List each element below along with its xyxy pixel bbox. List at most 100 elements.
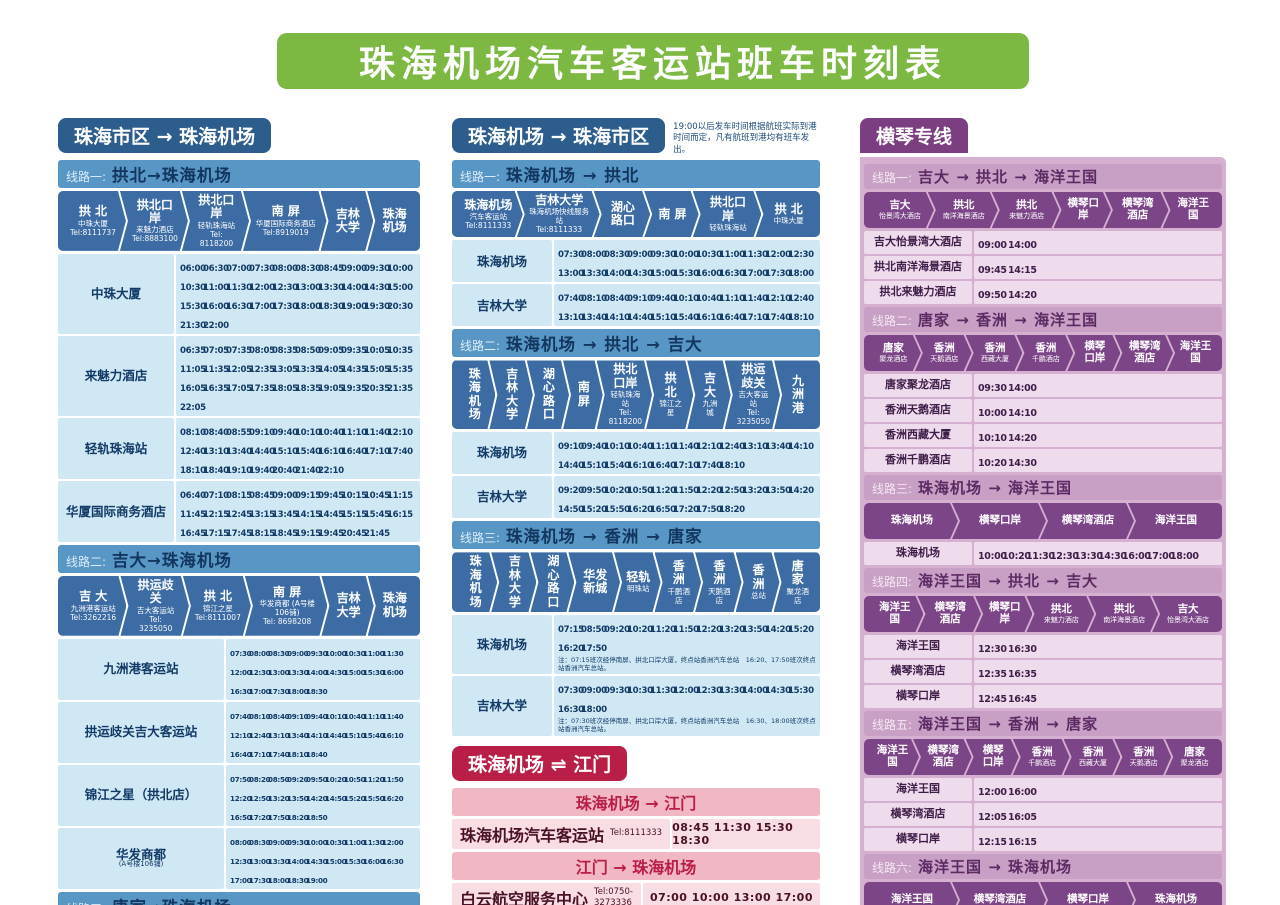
stop-chevron: 横琴口岸 [966,739,1019,775]
stop-sub: 南洋海景酒店 [942,211,985,220]
time-cell: 07:10 [203,490,229,501]
schedule-table: 中珠大厦 06:0006:3007:0007:3008:0008:3008:450… [58,253,420,542]
stop-name: 拱 北 [203,589,232,604]
time-cell: 16:35 [1008,669,1037,680]
route-line-bar: 线路一: 吉大 → 拱北 → 海洋王国 [864,164,1222,189]
time-cell: 15:20 [788,625,814,636]
time-cell: 10:00 [673,250,699,261]
time-cell: 09:45 [318,490,344,501]
time-cell: 16:10 [318,446,344,457]
time-cell: 16:45 [1008,694,1037,705]
stop-chevron: 香洲 天鹅酒店 [915,335,972,371]
stop-name: 拱北口岸 [710,195,747,223]
time-cell: 18:20 [719,505,745,516]
stop-name: 唐家 [882,341,904,354]
stop-chevron: 吉林大学 [321,191,374,251]
stop-name: 横琴口岸 [1067,197,1099,221]
time-cell: 17:30 [272,301,298,312]
time-cell: 17:30 [765,269,791,280]
row-label-text: 唐家聚龙酒店 [885,378,951,392]
schedule-row: 来魅力酒店 06:3507:0507:3508:0508:3508:5009:05… [58,335,420,416]
time-cell: 09:40 [581,442,607,453]
time-cell: 08:40 [203,427,229,438]
time-cell: 10:40 [318,427,344,438]
time-cell: 14:20 [765,625,791,636]
stop-chevron: 吉林大学 珠海机场快线服务站 Tel:8111333 [517,191,600,237]
time-cell: 14:00 [341,282,367,293]
stop-name: 横琴湾酒店 [1061,514,1115,527]
schedule-row: 唐家聚龙酒店 09:3014:00 [864,374,1222,397]
time-cell: 13:20 [742,486,768,497]
time-cell: 15:45 [364,509,390,520]
time-cell: 13:35 [295,364,321,375]
times: 12:1516:15 [974,828,1222,851]
stop-name: 香洲 [1082,745,1104,758]
time-cell: 08:30 [604,250,630,261]
time-cell: 17:20 [249,812,271,822]
time-cell: 09:30 [364,263,390,274]
time-cell: 10:20 [325,774,347,784]
time-cell: 17:10 [364,446,390,457]
time-cell: 15:20 [581,505,607,516]
stop-sub: 锦江之星 [202,603,233,613]
time-cell: 10:40 [344,711,366,721]
time-cell: 17:00 [249,301,275,312]
time-cell: 21:35 [387,383,413,394]
time-cell: 06:30 [203,263,229,274]
time-cell: 16:40 [230,749,252,759]
time-cell: 17:20 [673,505,699,516]
stops-header: 珠海机场 吉林大学 湖心路口 南屏 拱北口岸 轻轨珠海站 Tel: 8118200 拱 北锦江… [452,360,821,430]
time-cell: 10:10 [604,442,630,453]
route-line-label: 线路四: [872,575,913,589]
stop-chevron: 香洲 西藏大厦 [1064,739,1121,775]
stop-sub: 聚龙酒店 [786,586,810,605]
time-cell: 19:40 [249,465,275,476]
stop-name: 珠海机场 [382,206,407,234]
time-cell: 13:40 [765,442,791,453]
schedule-table: 海洋王国 12:0016:00 横琴湾酒店 12:0516:05 横琴口岸 12:1516… [864,778,1222,851]
stop-chevron: 南 屏 [644,191,698,237]
time-cell: 07:50 [230,774,252,784]
schedule-row: 轻轨珠海站 08:1008:4008:5509:1009:4010:1010:40… [58,417,420,479]
time-cell: 08:55 [226,427,252,438]
time-cell: 10:30 [627,686,653,697]
stop-name: 海洋王国 [876,744,909,768]
time-cell: 09:45 [978,265,1007,276]
time-cell: 15:35 [387,364,413,375]
time-cell: 11:30 [226,282,252,293]
stop-chevron: 吉大 九洲城 [687,360,730,429]
time-cell: 10:05 [364,345,390,356]
time-cell: 19:45 [318,528,344,539]
time-cell: 10:30 [325,837,347,847]
stop-name: 横琴湾酒店 [934,601,967,625]
time-cell: 15:30 [363,667,385,677]
time-cell: 13:50 [742,625,768,636]
time-cell: 14:05 [318,364,344,375]
time-cell: 17:10 [742,313,768,324]
stop-chevron: 横琴口岸 [1067,335,1120,371]
time-cell: 15:10 [581,461,607,472]
time-cell: 13:30 [287,667,309,677]
time-cell: 13:30 [581,269,607,280]
time-cell: 12:40 [788,294,814,305]
time-cell: 08:45 [249,490,275,501]
row-label-text: 锦江之星（拱北店） [84,787,198,803]
time-cell: 16:30 [719,269,745,280]
time-cell: 11:05 [180,364,206,375]
time-cell: 06:40 [180,490,206,501]
time-cell: 18:30 [287,875,309,885]
stop-name: 香洲 [933,341,955,354]
time-cell: 09:00 [341,263,367,274]
time-cell: 09:30 [604,686,630,697]
time-cell: 13:15 [249,509,275,520]
schedule-row: 海洋王国 12:0016:00 [864,778,1222,801]
time-cell: 17:00 [249,686,271,696]
stop-name: 拱北 [1113,602,1135,615]
times: 08:1008:4008:5509:1009:4010:1010:4011:10… [176,417,420,479]
time-cell: 10:20 [978,458,1007,469]
row-label-text: 华厦国际商务酒店 [65,503,166,519]
schedule-row: 珠海机场 09:1009:4010:1010:4011:1011:4012:101… [452,432,820,475]
stop-tel: Tel:3262216 [70,612,117,622]
time-cell: 10:20 [604,486,630,497]
time-cell: 09:00 [581,686,607,697]
